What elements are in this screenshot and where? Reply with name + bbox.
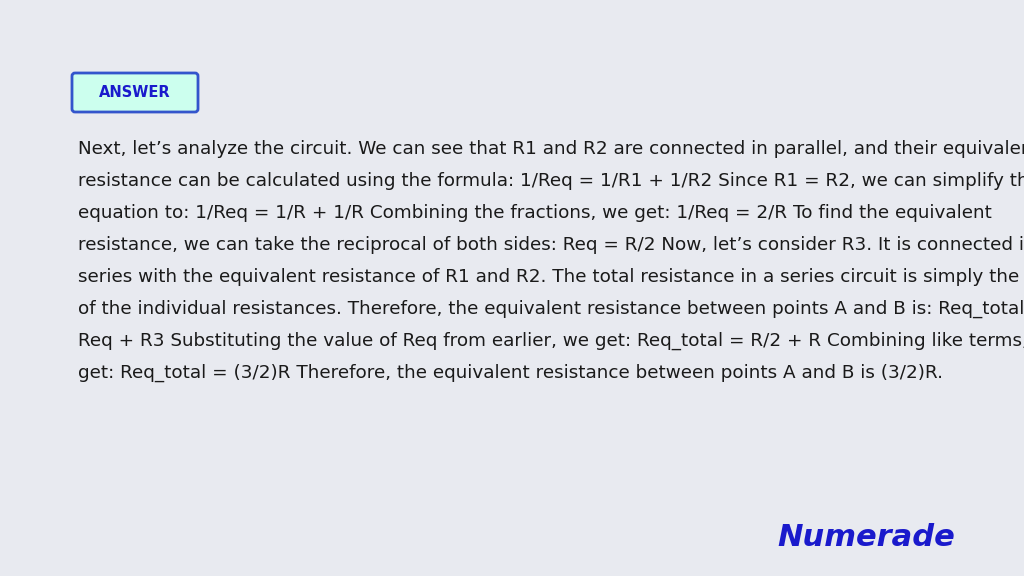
Text: get: Req_total = (3/2)R Therefore, the equivalent resistance between points A an: get: Req_total = (3/2)R Therefore, the e… [78,364,943,382]
Text: resistance can be calculated using the formula: 1/Req = 1/R1 + 1/R2 Since R1 = R: resistance can be calculated using the f… [78,172,1024,190]
Text: of the individual resistances. Therefore, the equivalent resistance between poin: of the individual resistances. Therefore… [78,300,1024,319]
Text: Req + R3 Substituting the value of Req from earlier, we get: Req_total = R/2 + R: Req + R3 Substituting the value of Req f… [78,332,1024,350]
Text: series with the equivalent resistance of R1 and R2. The total resistance in a se: series with the equivalent resistance of… [78,268,1024,286]
Text: ANSWER: ANSWER [99,85,171,100]
FancyBboxPatch shape [72,73,198,112]
Text: resistance, we can take the reciprocal of both sides: Req = R/2 Now, let’s consi: resistance, we can take the reciprocal o… [78,236,1024,254]
Text: Numerade: Numerade [777,523,955,552]
Text: Next, let’s analyze the circuit. We can see that R1 and R2 are connected in para: Next, let’s analyze the circuit. We can … [78,140,1024,158]
Text: equation to: 1/Req = 1/R + 1/R Combining the fractions, we get: 1/Req = 2/R To f: equation to: 1/Req = 1/R + 1/R Combining… [78,204,992,222]
